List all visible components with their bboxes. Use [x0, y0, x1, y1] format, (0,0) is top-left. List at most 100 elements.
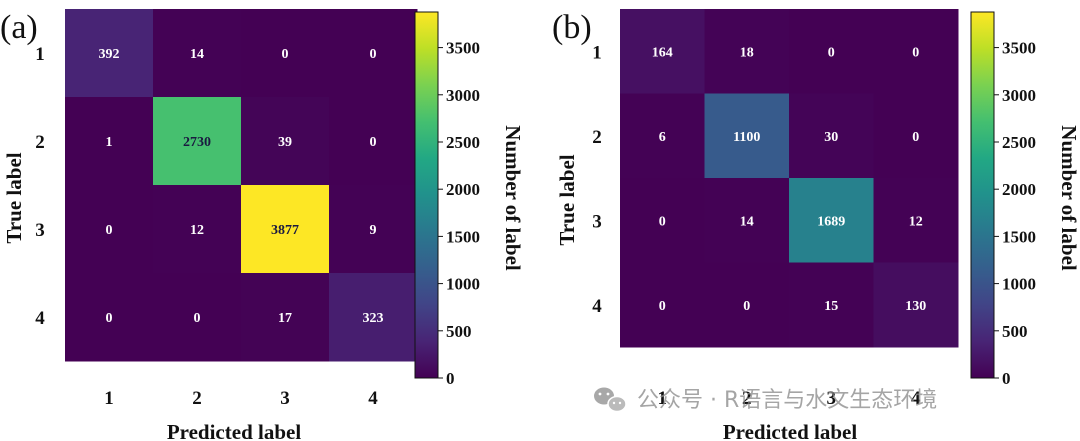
panel-b-cell-1-3: [789, 9, 874, 94]
panel-b-cell-4-4: [873, 262, 959, 348]
panel-a-ylabel: True label: [2, 152, 26, 243]
panel-b-colorbar-tick-3500: 3500: [1002, 39, 1036, 58]
panel-b-colorbar-tick-2500: 2500: [1002, 133, 1036, 152]
panel-b-colorbar-label: Number of label: [1057, 125, 1080, 271]
panel-a-colorbar-tick-1500: 1500: [446, 227, 480, 246]
panel-a-colorbar-tick-2000: 2000: [446, 180, 480, 199]
panel-a-cell-value-4-3: 17: [278, 311, 292, 326]
panel-b-colorbar-tick-3000: 3000: [1002, 86, 1036, 105]
panel-b-cell-value-2-3: 30: [824, 130, 838, 145]
panel-b-cell-1-4: [873, 9, 959, 94]
panel-a-cell-value-1-1: 392: [99, 47, 120, 62]
panel-b-cell-value-2-2: 1100: [733, 130, 760, 145]
panel-a-y-tick-4: 4: [35, 308, 45, 329]
panel-b-y-tick-1: 1: [592, 42, 602, 63]
panel-a-cell-4-1: [65, 273, 154, 362]
panel-b-cell-4-1: [620, 262, 705, 348]
panel-b-colorbar-tick-500: 500: [1002, 322, 1028, 341]
panel-b-x-tick-3: 3: [827, 388, 837, 409]
panel-b-x-tick-1: 1: [658, 388, 668, 409]
panel-b-matrix: 164 18 0 0 6 1100 30 0 0 14 1689 12 0 0 15 130: [620, 9, 959, 348]
panel-b-cell-value-4-1: 0: [659, 299, 666, 314]
panel-a-cell-value-2-4: 0: [370, 135, 377, 150]
panel-b-y-tick-3: 3: [592, 211, 602, 232]
panel-a-cell-2-4: [329, 97, 418, 186]
panel-a-cell-value-3-2: 12: [190, 223, 204, 238]
panel-b-label: (b): [552, 9, 592, 46]
panel-b-colorbar-tick-2000: 2000: [1002, 180, 1036, 199]
panel-a-x-tick-1: 1: [104, 388, 114, 409]
panel-a-cell-2-2: [153, 97, 242, 186]
panel-a-cell-value-2-2: 2730: [183, 135, 211, 150]
panel-a-cell-1-2: [153, 9, 242, 98]
panel-b-cell-value-3-2: 14: [740, 214, 754, 229]
panel-b-y-tick-4: 4: [592, 296, 602, 317]
panel-a-x-ticks: 1 2 3 4: [104, 388, 378, 409]
panel-b-colorbar-tick-1000: 1000: [1002, 275, 1036, 294]
panel-a-x-tick-2: 2: [192, 388, 202, 409]
panel-b-cell-4-3: [789, 262, 874, 348]
panel-b-cell-value-4-2: 0: [743, 299, 750, 314]
panel-b: (b) 164 18 0 06 1100 30 00 14 1689 120 0 15 130 1234…: [552, 9, 1080, 441]
panel-b-cell-1-2: [704, 9, 790, 94]
panel-a-matrix: 392 14 0 0 1 2730 39 0 0 12 3877 9 0 0 17 323: [65, 9, 418, 362]
panel-a-cell-value-2-3: 39: [278, 135, 292, 150]
panel-a-cell-2-1: [65, 97, 154, 186]
panel-b-cell-value-4-3: 15: [824, 299, 838, 314]
panel-b-cell-4-2: [704, 262, 790, 348]
panel-b-cell-2-4: [873, 93, 959, 179]
panel-b-cell-3-2: [704, 178, 790, 263]
panel-a-cell-4-4: [329, 273, 418, 362]
panel-b-colorbar-ticks: 0 500 1000 1500 2000 2500 3000 3500: [994, 39, 1036, 388]
panel-a-colorbar-tick-2500: 2500: [446, 133, 480, 152]
panel-b-cell-value-1-2: 18: [740, 45, 754, 60]
panel-a-colorbar-tick-500: 500: [446, 322, 472, 341]
panel-a-cell-value-3-4: 9: [370, 223, 377, 238]
panel-a-xlabel: Predicted label: [167, 420, 302, 441]
panel-a-cell-value-4-1: 0: [106, 311, 113, 326]
panel-b-y-ticks: 1 2 3 4: [592, 42, 602, 317]
panel-b-cell-value-1-3: 0: [828, 45, 835, 60]
panel-a-cell-1-4: [329, 9, 418, 98]
panel-b-cell-value-3-3: 1689: [817, 214, 845, 229]
panel-a-cell-3-2: [153, 185, 242, 274]
panel-a-x-tick-3: 3: [280, 388, 290, 409]
panel-a-cell-value-1-2: 14: [190, 47, 204, 62]
panel-b-xlabel: Predicted label: [723, 420, 858, 441]
panel-a-cell-value-1-3: 0: [282, 47, 289, 62]
watermark: 公众号 · R语言与水文生态环境: [594, 387, 937, 413]
panel-a-cell-3-3: [241, 185, 330, 274]
panel-a-cell-value-2-1: 1: [106, 135, 113, 150]
panel-a-cell-4-3: [241, 273, 330, 362]
wechat-icon: [594, 387, 627, 413]
panel-a-colorbar-label: Number of label: [501, 125, 525, 271]
panel-b-cell-value-2-1: 6: [659, 130, 666, 145]
panel-b-ylabel: True label: [555, 154, 579, 245]
panel-b-cell-value-2-4: 0: [912, 130, 919, 145]
panel-b-cell-2-3: [789, 93, 874, 179]
panel-b-cell-value-4-4: 130: [905, 299, 926, 314]
panel-b-cell-2-2: [704, 93, 790, 179]
panel-b-cell-value-3-4: 12: [909, 214, 923, 229]
panel-a-cell-value-4-2: 0: [194, 311, 201, 326]
panel-a-colorbar-tick-3500: 3500: [446, 39, 480, 58]
panel-b-x-tick-2: 2: [742, 388, 752, 409]
panel-a-cell-value-3-3: 3877: [271, 223, 299, 238]
panel-a-cell-3-1: [65, 185, 154, 274]
panel-a-cell-4-2: [153, 273, 242, 362]
panel-a-cell-2-3: [241, 97, 330, 186]
panel-b-colorbar-tick-1500: 1500: [1002, 227, 1036, 246]
panel-a-colorbar-tick-3000: 3000: [446, 86, 480, 105]
panel-b-colorbar: [970, 11, 995, 379]
panel-a-colorbar-tick-0: 0: [446, 369, 455, 388]
panel-b-colorbar-tick-0: 0: [1002, 369, 1011, 388]
panel-a-cell-value-1-4: 0: [370, 47, 377, 62]
panel-a-y-tick-3: 3: [35, 220, 45, 241]
panel-b-x-ticks: 1 2 3 4: [658, 388, 922, 409]
panel-a-colorbar: [414, 11, 439, 379]
panel-b-cell-3-3: [789, 178, 874, 263]
panel-b-cell-1-1: [620, 9, 705, 94]
panel-b-cell-value-1-4: 0: [912, 45, 919, 60]
panel-a-colorbar-ticks: 0 500 1000 1500 2000 2500 3000 3500: [438, 39, 480, 388]
